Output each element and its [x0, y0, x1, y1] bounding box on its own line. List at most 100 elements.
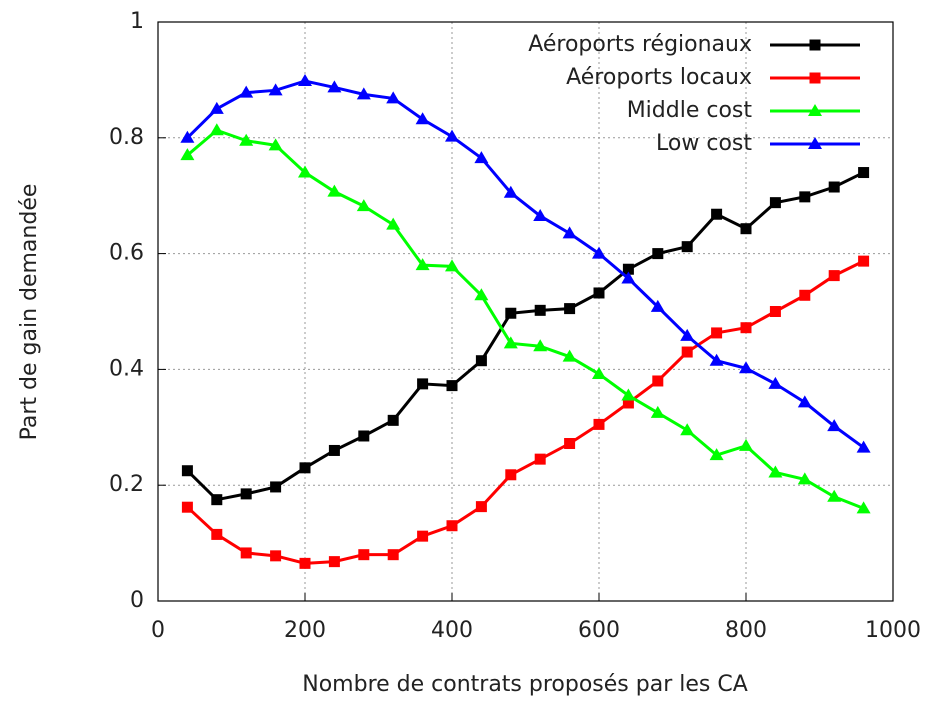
marker [856, 440, 871, 453]
marker [534, 304, 546, 316]
marker [505, 307, 517, 319]
marker [239, 133, 254, 146]
marker [533, 339, 548, 352]
marker [621, 271, 636, 284]
y-tick-label: 0 [130, 588, 144, 613]
x-tick-label: 600 [578, 618, 620, 643]
marker [268, 83, 283, 96]
marker [768, 376, 783, 389]
marker [268, 138, 283, 151]
marker [650, 405, 665, 418]
marker [562, 349, 577, 362]
y-tick-label: 1 [130, 9, 144, 34]
marker [328, 444, 340, 456]
marker [181, 465, 193, 477]
y-tick-label: 0.2 [109, 472, 144, 497]
legend-label: Low cost [656, 131, 752, 156]
marker [239, 85, 254, 98]
marker [327, 80, 342, 93]
marker [533, 208, 548, 221]
marker [211, 494, 223, 506]
marker [856, 501, 871, 514]
marker [358, 430, 370, 442]
marker [358, 549, 370, 561]
marker [298, 165, 312, 178]
marker [808, 104, 822, 116]
marker [446, 380, 458, 392]
marker [828, 181, 840, 193]
marker [621, 388, 636, 401]
x-tick-label: 200 [284, 618, 326, 643]
marker [709, 448, 724, 461]
marker [445, 259, 459, 272]
marker [299, 557, 311, 569]
marker [180, 148, 195, 161]
marker [680, 328, 695, 341]
legend-label: Aéroports régionaux [528, 32, 752, 57]
marker [475, 501, 487, 513]
marker [180, 130, 195, 143]
marker [858, 167, 870, 179]
x-tick-label: 800 [725, 618, 767, 643]
marker [417, 530, 429, 542]
marker [592, 246, 606, 259]
series-line [186, 79, 865, 449]
marker [299, 462, 311, 474]
marker [211, 528, 223, 540]
marker [474, 288, 489, 301]
marker [652, 248, 664, 260]
x-axis-label: Nombre de contrats proposés par les CA [302, 672, 748, 697]
marker [769, 197, 781, 209]
marker [445, 129, 459, 142]
marker [356, 87, 371, 100]
legend-label: Aéroports locaux [566, 65, 752, 90]
x-tick-label: 1000 [865, 618, 921, 643]
marker [650, 299, 665, 312]
marker [828, 270, 840, 282]
marker [809, 39, 821, 51]
marker [709, 353, 724, 366]
marker [417, 378, 429, 390]
marker [592, 367, 606, 380]
marker [711, 208, 723, 220]
y-tick-label: 0.8 [109, 125, 144, 150]
marker [681, 346, 693, 358]
marker [505, 469, 517, 481]
y-tick-label: 0.4 [109, 356, 144, 381]
marker [739, 361, 753, 374]
marker [739, 438, 753, 451]
marker [680, 423, 695, 436]
marker [768, 465, 783, 478]
marker [799, 289, 811, 301]
marker [328, 556, 340, 568]
marker [240, 488, 252, 500]
marker [415, 258, 430, 271]
marker [270, 550, 282, 562]
y-axis-label: Part de gain demandée [17, 184, 42, 441]
marker [270, 481, 282, 493]
marker [503, 185, 518, 198]
marker [534, 453, 546, 465]
legend-label: Middle cost [627, 98, 753, 123]
marker [387, 549, 399, 561]
series-line [186, 171, 865, 502]
marker [808, 137, 822, 149]
marker [622, 263, 634, 275]
marker [298, 74, 312, 87]
marker [475, 355, 487, 367]
marker [652, 375, 664, 387]
marker [181, 501, 193, 513]
marker [209, 123, 224, 136]
y-tick-label: 0.6 [109, 241, 144, 266]
x-tick-label: 400 [431, 618, 473, 643]
marker [386, 91, 401, 104]
marker [564, 438, 576, 450]
marker [809, 72, 821, 84]
plot-frame [157, 21, 894, 602]
marker [327, 184, 342, 197]
marker [799, 191, 811, 203]
marker [858, 255, 870, 267]
series-line [186, 259, 865, 565]
marker [593, 287, 605, 299]
